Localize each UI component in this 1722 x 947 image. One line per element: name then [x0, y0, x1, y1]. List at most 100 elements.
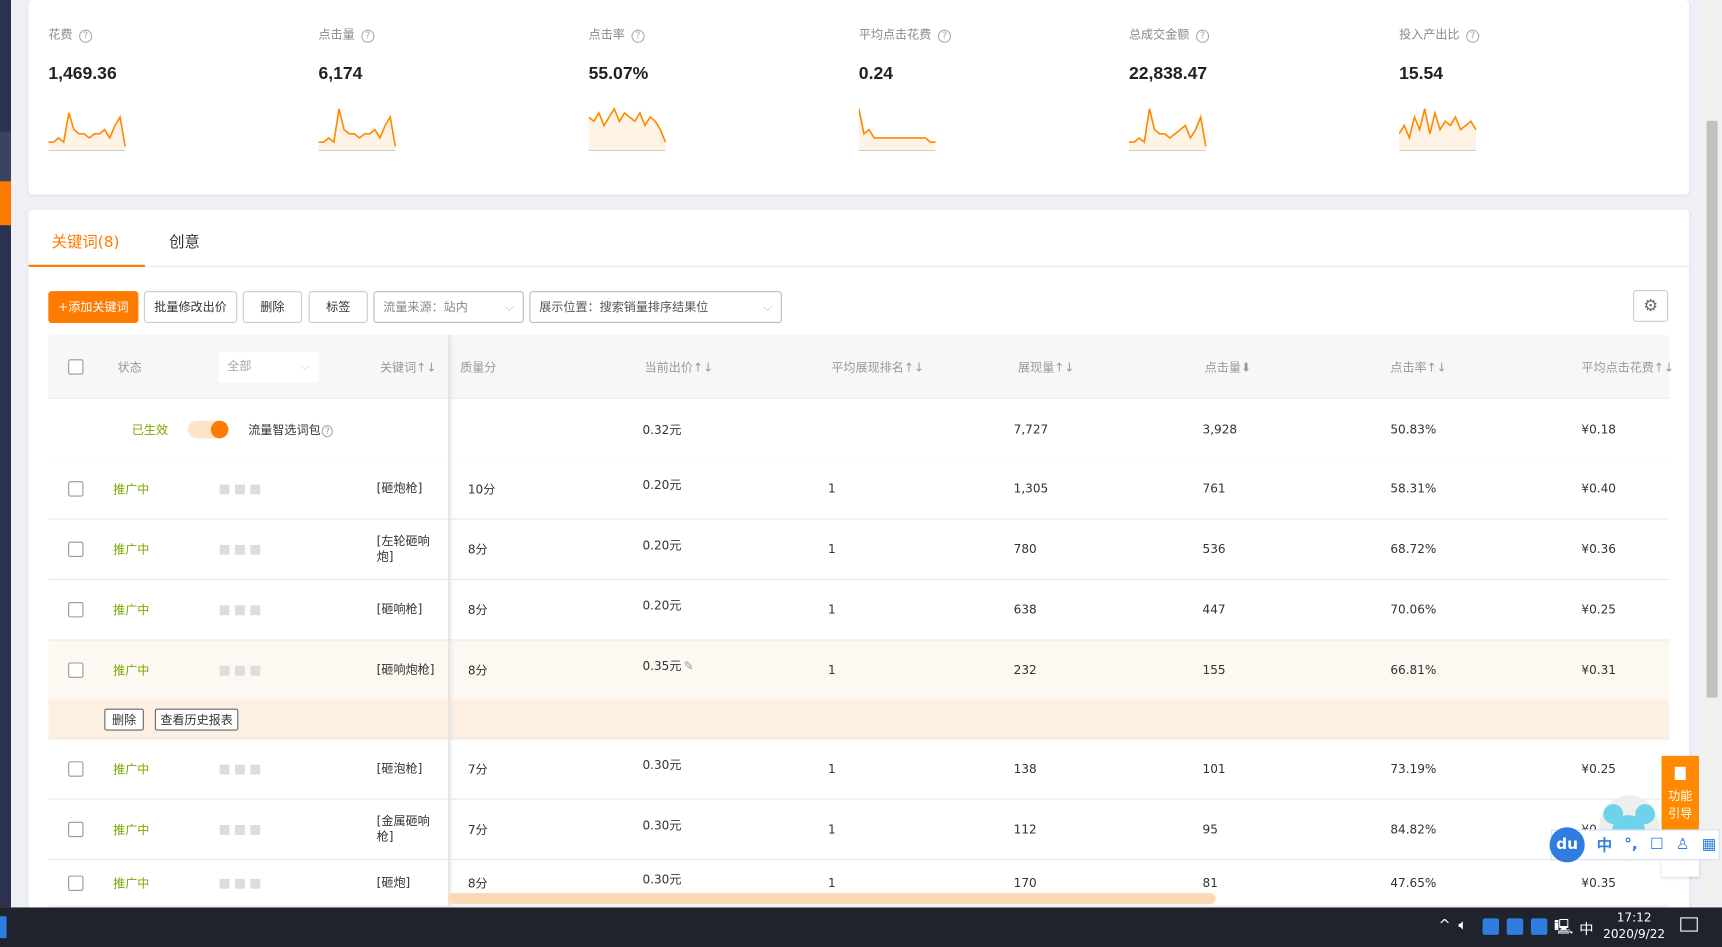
keyword: [砸炮] [376, 875, 411, 890]
placeholder-squares [219, 878, 261, 889]
sparkline [588, 106, 667, 152]
row-checkbox[interactable] [68, 481, 84, 497]
status-text: 推广中 [113, 603, 150, 618]
impressions: 1,305 [1013, 481, 1049, 497]
settings-gear-button[interactable]: ⚙ [1633, 290, 1669, 322]
table-row[interactable]: 推广中 [砸响枪] 8分 0.20元 1 638 447 70.06% ¥0.2… [48, 580, 1670, 641]
help-icon[interactable]: ? [79, 29, 93, 43]
help-icon[interactable]: ? [321, 424, 334, 437]
placeholder-squares [219, 605, 261, 616]
tab-creative[interactable]: 创意 [169, 234, 200, 252]
metric-value: 15.54 [1399, 64, 1444, 84]
table-row[interactable]: 推广中 [砸响炮枪] 8分 0.35元 ✎ 1 232 155 66.81% ¥0… [48, 640, 1670, 701]
avg-rank: 1 [828, 542, 836, 557]
row-checkbox[interactable] [68, 541, 84, 557]
help-icon[interactable]: ? [937, 29, 952, 43]
header-bid[interactable]: 当前出价↑↓ [644, 359, 714, 375]
tray-app-icon[interactable] [1506, 918, 1524, 935]
avg-rank: 1 [828, 663, 836, 678]
taskbar: ^ 🔈︎ 🖳︎ 中 17:12 2020/9/22 [0, 907, 1722, 947]
ime-mode[interactable]: 中 [1596, 837, 1613, 855]
metric-label: 点击率 [588, 27, 625, 42]
taskbar-app[interactable] [0, 916, 7, 939]
display-position-select[interactable]: 展示位置：搜索销量排序结果位 ⌵ [529, 291, 782, 323]
ime-punct[interactable]: °, [1624, 836, 1638, 854]
edit-pencil-icon[interactable]: ✎ [683, 659, 694, 674]
notification-icon[interactable] [1680, 917, 1698, 932]
metric-label: 点击量 [318, 27, 355, 42]
impressions: 638 [1013, 602, 1037, 617]
quality-score: 8分 [467, 876, 488, 891]
header-cpc[interactable]: 平均点击花费↑↓ [1581, 359, 1675, 375]
quality-score: 10分 [467, 482, 496, 497]
metric-0: 花费? 1,469.36 [48, 22, 268, 152]
sparkline-area [1399, 108, 1476, 151]
header-keyword[interactable]: 关键词↑↓ [379, 359, 437, 375]
header-ctr[interactable]: 点击率↑↓ [1390, 359, 1447, 375]
metric-label: 花费 [48, 27, 73, 42]
status-text: 推广中 [113, 822, 150, 838]
help-icon[interactable]: ? [361, 29, 375, 43]
header-rank[interactable]: 平均展现排名↑↓ [831, 359, 925, 375]
table-row[interactable]: 推广中 [左轮砸响炮] 8分 0.20元 1 780 536 68.72% ¥0… [48, 519, 1670, 581]
feature-guide-button[interactable]: 功能 引导 [1661, 755, 1699, 831]
bid[interactable]: 0.35元 ✎ [642, 659, 694, 674]
row-delete-button[interactable]: 删除 [104, 708, 144, 731]
tray-app-icon[interactable] [1482, 918, 1500, 935]
tab-keywords[interactable]: 关键词(8) [51, 234, 120, 252]
bid[interactable]: 0.30元 [642, 871, 682, 887]
header-clicks[interactable]: 点击量⬇ [1204, 359, 1252, 375]
tag-button[interactable]: 标签 [308, 291, 368, 323]
sparkline-line [48, 112, 127, 147]
keyword: [砸响枪] [376, 602, 423, 617]
ime-toolbar[interactable]: du 中 °, ☐ ♙ ▦ [1549, 827, 1720, 863]
volume-icon[interactable]: 🔈︎ [1458, 917, 1467, 934]
bid[interactable]: 0.30元 [642, 818, 682, 833]
cup-icon[interactable]: ☐ [1649, 836, 1664, 854]
show-hidden-icons[interactable]: ^ [1438, 917, 1451, 934]
bid[interactable]: 0.20元 [642, 598, 682, 614]
delete-button[interactable]: 删除 [242, 291, 303, 323]
network-icon[interactable]: 🖳︎ [1553, 919, 1573, 937]
help-icon[interactable]: ? [1466, 29, 1480, 43]
batch-bid-button[interactable]: 批量修改出价 [143, 291, 238, 323]
add-keyword-button[interactable]: +添加关键词 [48, 291, 139, 323]
vertical-scrollbar[interactable] [1702, 0, 1722, 908]
placeholder-squares [219, 825, 261, 835]
help-icon[interactable]: ? [1195, 29, 1210, 43]
row-checkbox[interactable] [68, 875, 84, 891]
view-history-report-button[interactable]: 查看历史报表 [154, 708, 239, 731]
cpc: ¥0.25 [1581, 761, 1617, 777]
horizontal-scrollbar[interactable] [448, 893, 1216, 905]
tray-app-icon[interactable] [1530, 918, 1548, 935]
bid[interactable]: 0.20元 [642, 538, 682, 553]
grid-icon[interactable]: ▦ [1701, 836, 1717, 854]
help-icon[interactable]: ? [631, 29, 645, 43]
traffic-source-select[interactable]: 流量来源：站内 ⌵ [373, 291, 524, 323]
select-all-checkbox[interactable] [68, 358, 84, 375]
table-row[interactable]: 推广中 [砸炮枪] 10分 0.20元 1 1,305 761 58.31% ¥… [48, 459, 1670, 520]
bid[interactable]: 0.20元 [642, 477, 682, 493]
input-language[interactable]: 中 [1579, 921, 1594, 939]
metric-value: 0.24 [858, 64, 893, 84]
user-icon[interactable]: ♙ [1675, 836, 1690, 854]
bid[interactable]: 0.30元 [642, 758, 682, 773]
avg-rank: 1 [828, 481, 836, 497]
metrics-card: 花费? 1,469.36 点击量? 6,174 点击率? 55.07% 平均点击花费? 0.2… [28, 0, 1690, 195]
pack-toggle[interactable] [187, 420, 229, 438]
table-row[interactable]: 推广中 [金属砸响枪] 7分 0.30元 1 112 95 84.82% ¥0.… [48, 799, 1670, 861]
clock[interactable]: 17:12 2020/9/22 [1603, 910, 1666, 942]
row-checkbox[interactable] [68, 821, 84, 838]
cpc: ¥0.18 [1581, 421, 1617, 437]
row-checkbox[interactable] [68, 662, 84, 678]
keyword: [砸泡枪] [376, 761, 423, 776]
status-text: 推广中 [113, 482, 150, 497]
header-impressions[interactable]: 展现量↑↓ [1018, 359, 1075, 375]
row-checkbox[interactable] [68, 761, 84, 777]
metric-value: 1,469.36 [48, 64, 117, 84]
cpc: ¥0.36 [1581, 542, 1617, 557]
row-checkbox[interactable] [68, 602, 84, 618]
left-nav-strip [0, 0, 11, 908]
status-filter-select[interactable]: 全部 ⌵ [218, 351, 319, 382]
table-row[interactable]: 推广中 [砸泡枪] 7分 0.30元 1 138 101 73.19% ¥0.2… [48, 739, 1670, 800]
